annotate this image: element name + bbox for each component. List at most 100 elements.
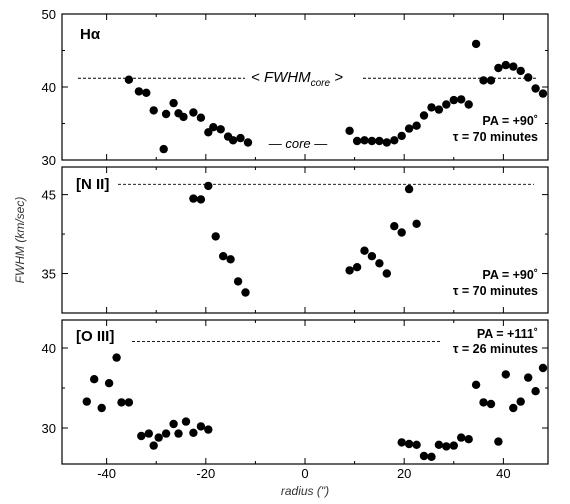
- data-point: [538, 89, 548, 98]
- x-tick-label: -40: [97, 466, 116, 481]
- data-point: [382, 269, 391, 278]
- data-point: [494, 63, 503, 73]
- data-point: [479, 76, 488, 85]
- halpha-panel-label: Hα: [80, 26, 101, 43]
- y-tick-label: 45: [42, 188, 56, 203]
- y-axis-label: FWHM (km/sec): [13, 197, 27, 284]
- data-point: [390, 136, 399, 145]
- data-point: [352, 263, 362, 272]
- data-point: [471, 39, 481, 49]
- data-point: [189, 428, 198, 437]
- data-point: [90, 375, 99, 384]
- y-tick-label: 50: [42, 7, 56, 22]
- data-point: [216, 125, 225, 134]
- data-point: [241, 288, 250, 297]
- nii-panel-label: [N II]: [76, 176, 109, 193]
- data-point: [375, 259, 384, 268]
- data-point: [464, 100, 473, 109]
- oiii-tau-text: τ = 26 minutes: [453, 342, 538, 356]
- data-point: [209, 123, 218, 132]
- x-tick-label: -20: [196, 466, 215, 481]
- data-point: [367, 136, 377, 146]
- data-point: [434, 440, 444, 449]
- data-point: [427, 103, 436, 112]
- x-tick-label: 40: [496, 466, 510, 481]
- x-axis-label: radius ("): [281, 484, 329, 498]
- data-point: [352, 136, 362, 146]
- data-point: [211, 232, 220, 241]
- data-point: [397, 228, 406, 237]
- data-point: [538, 363, 548, 373]
- data-point: [442, 100, 451, 109]
- data-point: [464, 435, 473, 444]
- data-point: [161, 429, 171, 438]
- data-point: [228, 136, 238, 145]
- data-point: [196, 422, 206, 431]
- data-point: [174, 429, 183, 438]
- data-point: [159, 144, 168, 154]
- data-point: [196, 195, 206, 204]
- data-point: [360, 246, 369, 255]
- data-point: [419, 451, 429, 461]
- data-point: [531, 84, 540, 93]
- data-point: [427, 452, 436, 461]
- data-point: [486, 399, 496, 409]
- y-tick-label: 40: [42, 80, 56, 95]
- data-point: [412, 440, 421, 449]
- data-point: [434, 105, 444, 114]
- x-tick-label: 20: [397, 466, 411, 481]
- data-point: [457, 95, 466, 104]
- data-point: [524, 373, 533, 382]
- data-point: [154, 433, 163, 442]
- y-tick-label: 40: [42, 341, 56, 356]
- halpha-pa-text: PA = +90˚: [482, 114, 538, 128]
- data-point: [516, 397, 525, 406]
- data-point: [479, 398, 488, 407]
- data-point: [516, 66, 525, 76]
- data-point: [189, 108, 198, 117]
- nii-pa-text: PA = +90˚: [482, 268, 538, 282]
- core-annotation: — core —: [268, 136, 329, 151]
- data-point: [169, 98, 178, 108]
- data-point: [82, 397, 92, 406]
- data-point: [149, 106, 158, 115]
- data-point: [509, 403, 518, 413]
- data-point: [412, 219, 421, 228]
- data-point: [494, 437, 503, 446]
- data-point: [189, 194, 198, 203]
- data-point: [179, 112, 188, 122]
- data-point: [397, 438, 406, 447]
- data-point: [457, 433, 466, 442]
- oiii-pa-text: PA = +111˚: [477, 327, 538, 341]
- data-point: [471, 380, 481, 389]
- data-point: [134, 87, 144, 96]
- y-tick-label: 30: [42, 153, 56, 168]
- data-point: [169, 419, 178, 429]
- x-tick-label: 0: [301, 466, 308, 481]
- oiii-panel: [O III] PA = +111˚ τ = 26 minutes 30 40: [42, 319, 549, 465]
- data-point: [404, 124, 414, 133]
- data-point: [181, 417, 191, 426]
- data-point: [345, 266, 354, 275]
- data-point: [144, 429, 153, 438]
- data-point: [233, 277, 243, 286]
- data-point: [104, 379, 114, 388]
- data-point: [404, 439, 414, 449]
- data-point: [112, 353, 121, 362]
- halpha-tau-text: τ = 70 minutes: [453, 130, 538, 144]
- data-point: [142, 88, 151, 98]
- data-point: [236, 133, 245, 143]
- data-point: [524, 73, 533, 82]
- data-point: [117, 398, 126, 407]
- data-point: [219, 252, 228, 261]
- data-point: [486, 76, 496, 85]
- data-point: [345, 126, 354, 135]
- data-point: [161, 109, 171, 119]
- data-point: [204, 181, 213, 191]
- data-point: [204, 425, 213, 434]
- data-point: [412, 121, 421, 130]
- data-point: [501, 60, 510, 70]
- data-point: [449, 441, 458, 450]
- data-point: [196, 113, 206, 122]
- fwhm-core-annotation: < FWHMcore >: [251, 69, 343, 89]
